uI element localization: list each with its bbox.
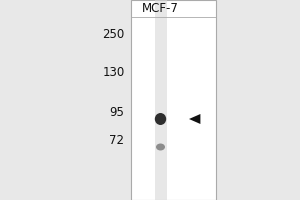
Polygon shape (189, 114, 200, 124)
Text: 250: 250 (102, 28, 124, 42)
Text: 95: 95 (110, 106, 124, 119)
Bar (154, 0, 166, 200)
Text: 72: 72 (110, 134, 124, 147)
Ellipse shape (155, 113, 166, 125)
Ellipse shape (156, 144, 165, 150)
Text: 130: 130 (102, 66, 124, 79)
Text: MCF-7: MCF-7 (142, 1, 179, 15)
Bar (130, 0, 216, 200)
